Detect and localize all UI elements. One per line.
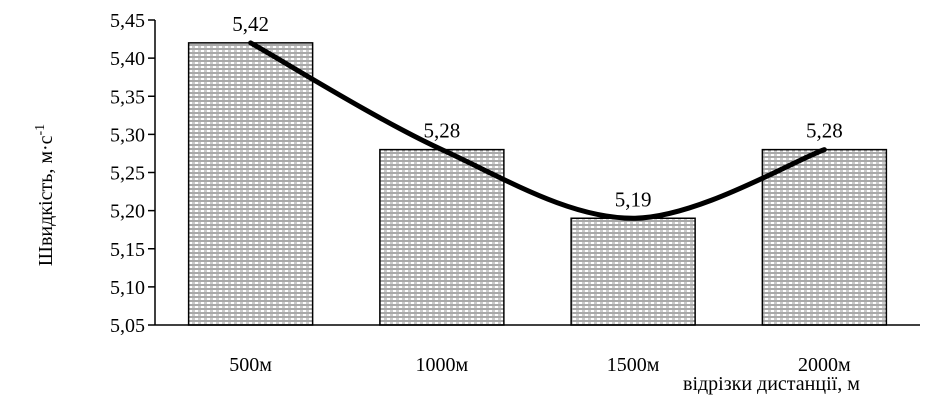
y-tick-label: 5,30	[110, 124, 145, 146]
y-tick-label: 5,35	[110, 86, 145, 108]
y-tick-label: 5,20	[110, 201, 145, 223]
data-label: 5,19	[615, 187, 652, 211]
bar	[379, 148, 505, 326]
bar	[761, 148, 888, 326]
y-axis-title: Швидкість, м·с-1	[33, 124, 57, 266]
data-label: 5,28	[806, 119, 843, 143]
y-tick-label: 5,25	[110, 163, 145, 185]
y-tick-label: 5,05	[110, 315, 145, 337]
trend-line	[248, 40, 827, 221]
data-label: 5,28	[424, 119, 461, 143]
y-tick-label: 5,15	[110, 239, 145, 261]
bar	[570, 217, 696, 326]
x-tick-label: 2000м	[798, 354, 851, 376]
data-label: 5,42	[232, 12, 269, 36]
x-tick-label: 500м	[229, 354, 272, 376]
y-tick-label: 5,10	[110, 277, 145, 299]
x-tick-label: 1000м	[416, 354, 469, 376]
plot-area: 5,05 5,10 5,15 5,20 5,25 5,30 5,35 5,40 5,45 5,42…	[110, 10, 920, 376]
bar	[187, 42, 314, 326]
y-tick-label: 5,45	[110, 10, 145, 32]
x-tick-label: 1500м	[607, 354, 660, 376]
x-axis-title: відрізки дистанції, м	[683, 373, 860, 395]
y-tick-label: 5,40	[110, 48, 145, 70]
